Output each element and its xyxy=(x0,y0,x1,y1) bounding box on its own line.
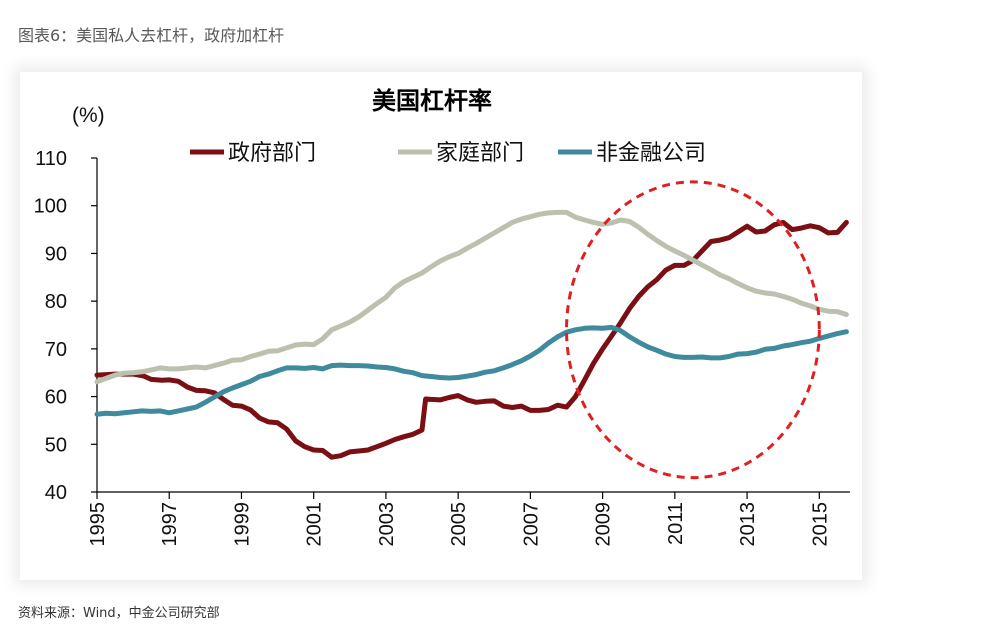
x-tick-label: 2013 xyxy=(737,502,759,547)
chart-panel: 美国杠杆率 (%) 政府部门 家庭部门 非金融公司 40 50 60 70 80 90 100 1… xyxy=(20,72,862,580)
x-tick-label: 2007 xyxy=(520,502,542,547)
y-tick-label: 100 xyxy=(34,196,67,218)
x-tick-label: 2001 xyxy=(304,502,326,547)
legend: 政府部门 家庭部门 非金融公司 xyxy=(190,141,706,166)
axes: 40 50 60 70 80 90 100 110 1995 1997 1999 2001 2003 20… xyxy=(34,148,850,547)
y-axis-unit: (%) xyxy=(72,104,105,127)
x-tick-label: 1999 xyxy=(231,502,253,547)
x-tick-label: 1997 xyxy=(159,502,181,547)
series-line-2 xyxy=(94,209,849,385)
y-tick-label: 90 xyxy=(45,243,67,265)
line-chart: 美国杠杆率 (%) 政府部门 家庭部门 非金融公司 40 50 60 70 80 90 100 1… xyxy=(34,87,850,547)
y-tick-label: 50 xyxy=(45,434,67,456)
x-tick-label: 2003 xyxy=(376,502,398,547)
x-tick-label: 2015 xyxy=(809,502,831,547)
x-tick-label: 2011 xyxy=(665,502,687,545)
y-tick-label: 80 xyxy=(45,291,67,313)
series-lines xyxy=(94,209,849,460)
y-tick-label: 70 xyxy=(45,339,67,361)
x-tick-label: 2009 xyxy=(593,502,615,547)
legend-label-1: 政府部门 xyxy=(228,141,316,166)
chart-title: 美国杠杆率 xyxy=(372,87,492,115)
y-tick-label: 40 xyxy=(45,482,67,504)
legend-label-2: 家庭部门 xyxy=(436,141,524,166)
highlight-ellipse xyxy=(564,180,821,480)
y-tick-label: 60 xyxy=(45,387,67,409)
series-line-1 xyxy=(94,219,849,460)
figure-caption: 图表6：美国私人去杠杆，政府加杠杆 xyxy=(18,26,285,45)
x-tick-label: 2005 xyxy=(448,502,470,547)
x-tick-label: 1995 xyxy=(87,502,109,547)
source-note: 资料来源：Wind，中金公司研究部 xyxy=(18,606,220,621)
series-line-3 xyxy=(94,324,849,417)
legend-label-3: 非金融公司 xyxy=(596,141,706,166)
y-tick-label: 110 xyxy=(35,148,67,170)
annotations xyxy=(564,180,821,480)
